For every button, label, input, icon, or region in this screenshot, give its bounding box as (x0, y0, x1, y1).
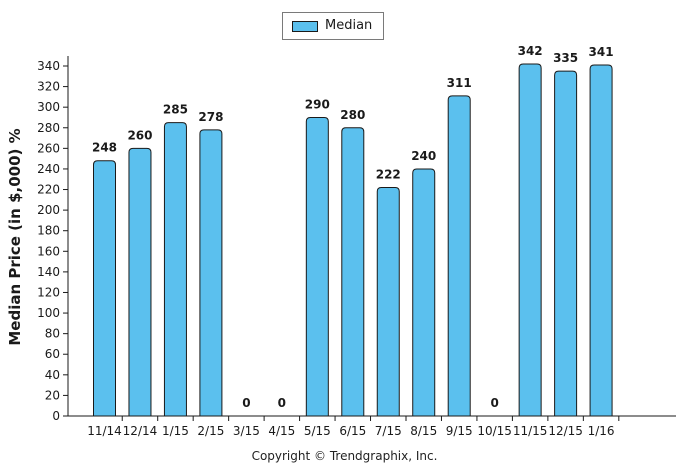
y-tick-label: 0 (52, 409, 60, 423)
x-tick-label: 10/15 (477, 424, 512, 438)
y-tick-label: 300 (37, 100, 60, 114)
y-tick-label: 60 (45, 347, 60, 361)
bar-9/15 (447, 95, 471, 417)
y-tick-label: 20 (45, 388, 60, 402)
y-tick-label: 160 (37, 244, 60, 258)
bar-12/15 (554, 70, 578, 417)
bar-1/16 (589, 64, 613, 417)
x-tick-label: 9/15 (446, 424, 473, 438)
data-label: 0 (242, 396, 250, 410)
data-label: 260 (127, 128, 152, 142)
y-axis-label: Median Price (in $,000) % (6, 128, 24, 346)
bar-1/15 (163, 122, 187, 417)
y-tick-label: 260 (37, 141, 60, 155)
data-label: 311 (447, 76, 472, 90)
bar-11/14 (93, 160, 116, 417)
bar-11/15 (518, 63, 542, 417)
data-label: 248 (92, 141, 117, 155)
data-label: 341 (589, 45, 614, 59)
x-tick-label: 1/15 (162, 424, 189, 438)
data-label: 280 (340, 108, 365, 122)
y-tick-label: 240 (37, 162, 60, 176)
bar-7/15 (376, 186, 400, 417)
x-tick-label: 11/14 (87, 424, 122, 438)
data-label: 240 (411, 149, 436, 163)
x-tick-label: 2/15 (197, 424, 224, 438)
x-tick-label: 6/15 (339, 424, 366, 438)
bar-6/15 (341, 127, 365, 417)
x-tick-label: 7/15 (375, 424, 402, 438)
x-tick-label: 12/14 (123, 424, 158, 438)
copyright-text: Copyright © Trendgraphix, Inc. (251, 449, 438, 463)
y-tick-label: 80 (45, 327, 60, 341)
data-label: 290 (305, 97, 330, 111)
data-label: 342 (518, 44, 543, 58)
y-tick-label: 100 (37, 306, 60, 320)
bar-2/15 (199, 129, 223, 417)
x-tick-label: 1/16 (588, 424, 615, 438)
data-label: 285 (163, 103, 188, 117)
y-tick-label: 40 (45, 368, 60, 382)
y-tick-label: 140 (37, 265, 60, 279)
bar-5/15 (305, 116, 329, 417)
y-tick-label: 340 (37, 59, 60, 73)
y-tick-label: 280 (37, 121, 60, 135)
y-tick-label: 320 (37, 80, 60, 94)
data-label: 0 (278, 396, 286, 410)
legend-swatch-median (292, 21, 318, 32)
data-label: 278 (198, 110, 223, 124)
legend-label-median: Median (325, 18, 373, 33)
data-label: 0 (490, 396, 498, 410)
y-tick-label: 180 (37, 224, 60, 238)
x-tick-label: 4/15 (268, 424, 295, 438)
y-tick-label: 220 (37, 183, 60, 197)
data-label: 222 (376, 167, 401, 181)
x-tick-label: 12/15 (548, 424, 583, 438)
bar-8/15 (412, 168, 436, 417)
y-tick-label: 200 (37, 203, 60, 217)
bar-12/14 (128, 147, 152, 417)
x-tick-label: 11/15 (513, 424, 548, 438)
x-tick-label: 5/15 (304, 424, 331, 438)
x-tick-label: 8/15 (410, 424, 437, 438)
x-tick-label: 3/15 (233, 424, 260, 438)
legend: Median (282, 12, 384, 40)
data-label: 335 (553, 51, 578, 65)
y-tick-label: 120 (37, 285, 60, 299)
